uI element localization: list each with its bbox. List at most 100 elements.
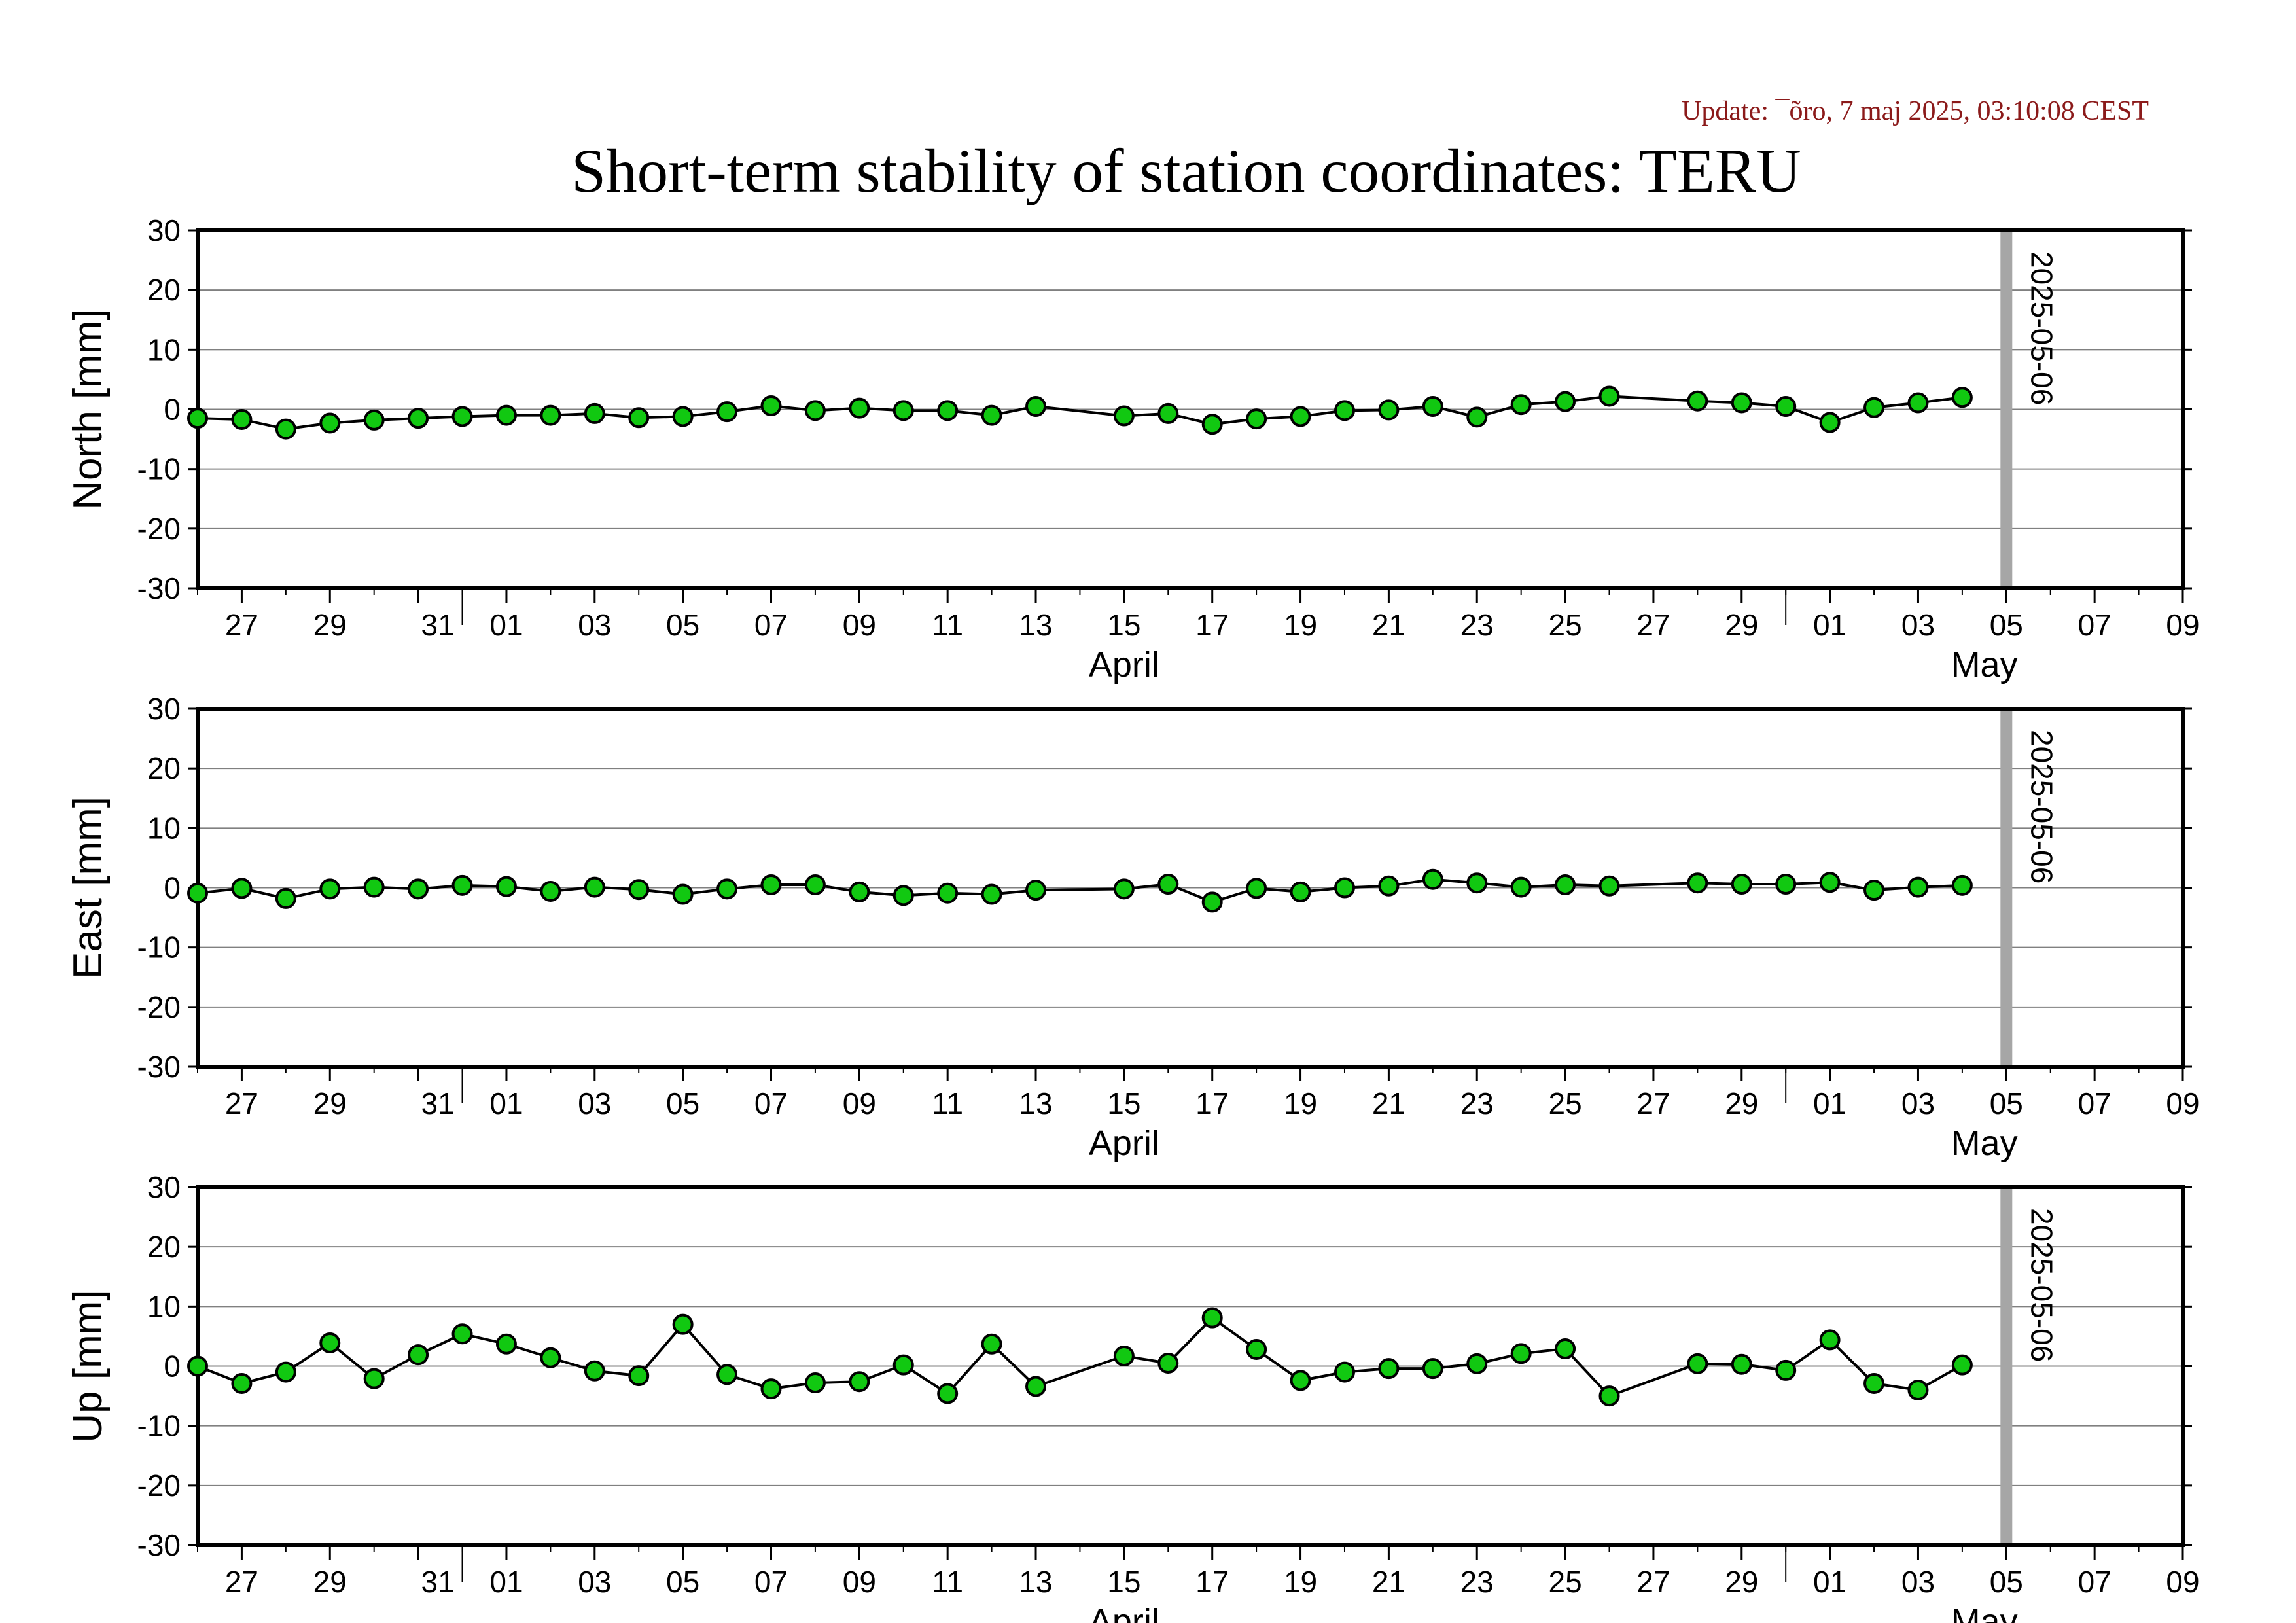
data-point bbox=[716, 878, 738, 900]
data-point bbox=[804, 874, 826, 895]
x-tick-label: 25 bbox=[1549, 608, 1582, 642]
data-point bbox=[672, 406, 694, 427]
y-tick-label: 0 bbox=[164, 393, 181, 427]
y-tick-label: -10 bbox=[137, 1409, 181, 1443]
data-point bbox=[628, 1365, 650, 1387]
x-tick-label: 09 bbox=[2166, 1086, 2199, 1120]
x-tick-label: 09 bbox=[2166, 1565, 2199, 1599]
data-point bbox=[1201, 414, 1223, 435]
data-point bbox=[1951, 387, 1973, 408]
x-tick-label: 05 bbox=[1990, 608, 2023, 642]
y-axis-label: Up [mm] bbox=[65, 1289, 111, 1442]
data-point bbox=[1555, 391, 1576, 412]
data-point bbox=[363, 876, 385, 898]
data-point bbox=[1907, 392, 1929, 414]
data-point bbox=[1731, 1353, 1752, 1375]
data-point bbox=[1246, 1338, 1267, 1360]
y-tick-label: -30 bbox=[137, 571, 181, 605]
x-tick-label: 29 bbox=[1725, 1565, 1758, 1599]
data-point bbox=[672, 1313, 694, 1335]
data-point bbox=[1378, 875, 1400, 897]
data-point bbox=[849, 881, 870, 902]
data-point bbox=[1510, 876, 1532, 898]
x-tick-label: 27 bbox=[225, 1565, 258, 1599]
data-point bbox=[319, 1332, 341, 1353]
x-tick-label: 15 bbox=[1107, 1565, 1140, 1599]
x-tick-label: 17 bbox=[1195, 1086, 1229, 1120]
y-tick-label: -20 bbox=[137, 512, 181, 546]
data-point bbox=[1246, 878, 1267, 899]
y-tick-label: 20 bbox=[147, 273, 181, 307]
data-point bbox=[231, 408, 253, 430]
data-point bbox=[540, 404, 561, 426]
data-point bbox=[760, 395, 782, 417]
month-label: May bbox=[1951, 1602, 2018, 1623]
x-tick-label: 29 bbox=[313, 608, 347, 642]
data-point bbox=[275, 887, 296, 909]
x-tick-label: 31 bbox=[421, 608, 455, 642]
x-tick-label: 17 bbox=[1195, 1565, 1229, 1599]
data-point bbox=[319, 412, 341, 434]
data-point bbox=[716, 1364, 738, 1385]
data-point bbox=[495, 876, 517, 897]
x-tick-label: 19 bbox=[1284, 608, 1317, 642]
data-point bbox=[1466, 406, 1488, 428]
data-point bbox=[1819, 412, 1841, 433]
x-tick-label: 03 bbox=[1901, 1086, 1935, 1120]
x-tick-label: 03 bbox=[1901, 1565, 1935, 1599]
y-tick-label: -10 bbox=[137, 931, 181, 965]
y-tick-label: 30 bbox=[147, 213, 181, 247]
x-tick-label: 27 bbox=[225, 1086, 258, 1120]
x-tick-label: 29 bbox=[1725, 1086, 1758, 1120]
data-point bbox=[1466, 872, 1488, 894]
x-tick-label: 29 bbox=[313, 1565, 347, 1599]
data-point bbox=[1907, 1379, 1929, 1400]
data-point bbox=[319, 878, 341, 900]
x-tick-label: 29 bbox=[1725, 608, 1758, 642]
x-tick-label: 27 bbox=[1636, 1086, 1670, 1120]
data-point bbox=[1555, 1338, 1576, 1360]
x-tick-label: 27 bbox=[225, 608, 258, 642]
data-point bbox=[1333, 400, 1355, 421]
x-tick-label: 07 bbox=[2078, 1565, 2111, 1599]
data-point bbox=[275, 1361, 296, 1383]
data-point bbox=[892, 1354, 914, 1376]
data-point bbox=[584, 402, 605, 424]
data-point bbox=[1510, 394, 1532, 416]
x-tick-label: 21 bbox=[1372, 608, 1405, 642]
data-point bbox=[1775, 874, 1797, 895]
x-tick-label: 21 bbox=[1372, 1565, 1405, 1599]
data-point bbox=[584, 876, 605, 898]
data-point bbox=[760, 874, 782, 895]
data-point bbox=[495, 1333, 517, 1355]
x-tick-label: 25 bbox=[1549, 1086, 1582, 1120]
data-point bbox=[892, 885, 914, 906]
x-tick-label: 09 bbox=[843, 1086, 876, 1120]
y-tick-label: -10 bbox=[137, 452, 181, 486]
y-tick-label: 10 bbox=[147, 1289, 181, 1323]
x-tick-label: 27 bbox=[1636, 1565, 1670, 1599]
data-point bbox=[849, 397, 870, 419]
data-point bbox=[1422, 1358, 1443, 1380]
x-tick-label: 09 bbox=[843, 608, 876, 642]
month-label: April bbox=[1089, 1602, 1159, 1623]
data-point bbox=[363, 1368, 385, 1389]
data-point bbox=[804, 1372, 826, 1394]
x-tick-label: 09 bbox=[843, 1565, 876, 1599]
x-tick-label: 23 bbox=[1460, 608, 1494, 642]
data-point bbox=[1687, 872, 1708, 894]
x-tick-label: 01 bbox=[489, 608, 523, 642]
data-point bbox=[1246, 408, 1267, 430]
data-point bbox=[1466, 1353, 1488, 1374]
data-point bbox=[937, 882, 959, 904]
data-point bbox=[981, 1333, 1002, 1355]
data-point bbox=[1598, 1385, 1620, 1407]
y-axis-label: North [mm] bbox=[65, 309, 111, 510]
data-point bbox=[1157, 874, 1179, 895]
data-point bbox=[451, 874, 473, 896]
x-tick-label: 11 bbox=[932, 1086, 963, 1120]
data-point bbox=[1598, 385, 1620, 407]
data-point bbox=[1775, 1359, 1797, 1381]
data-point bbox=[408, 1344, 429, 1366]
